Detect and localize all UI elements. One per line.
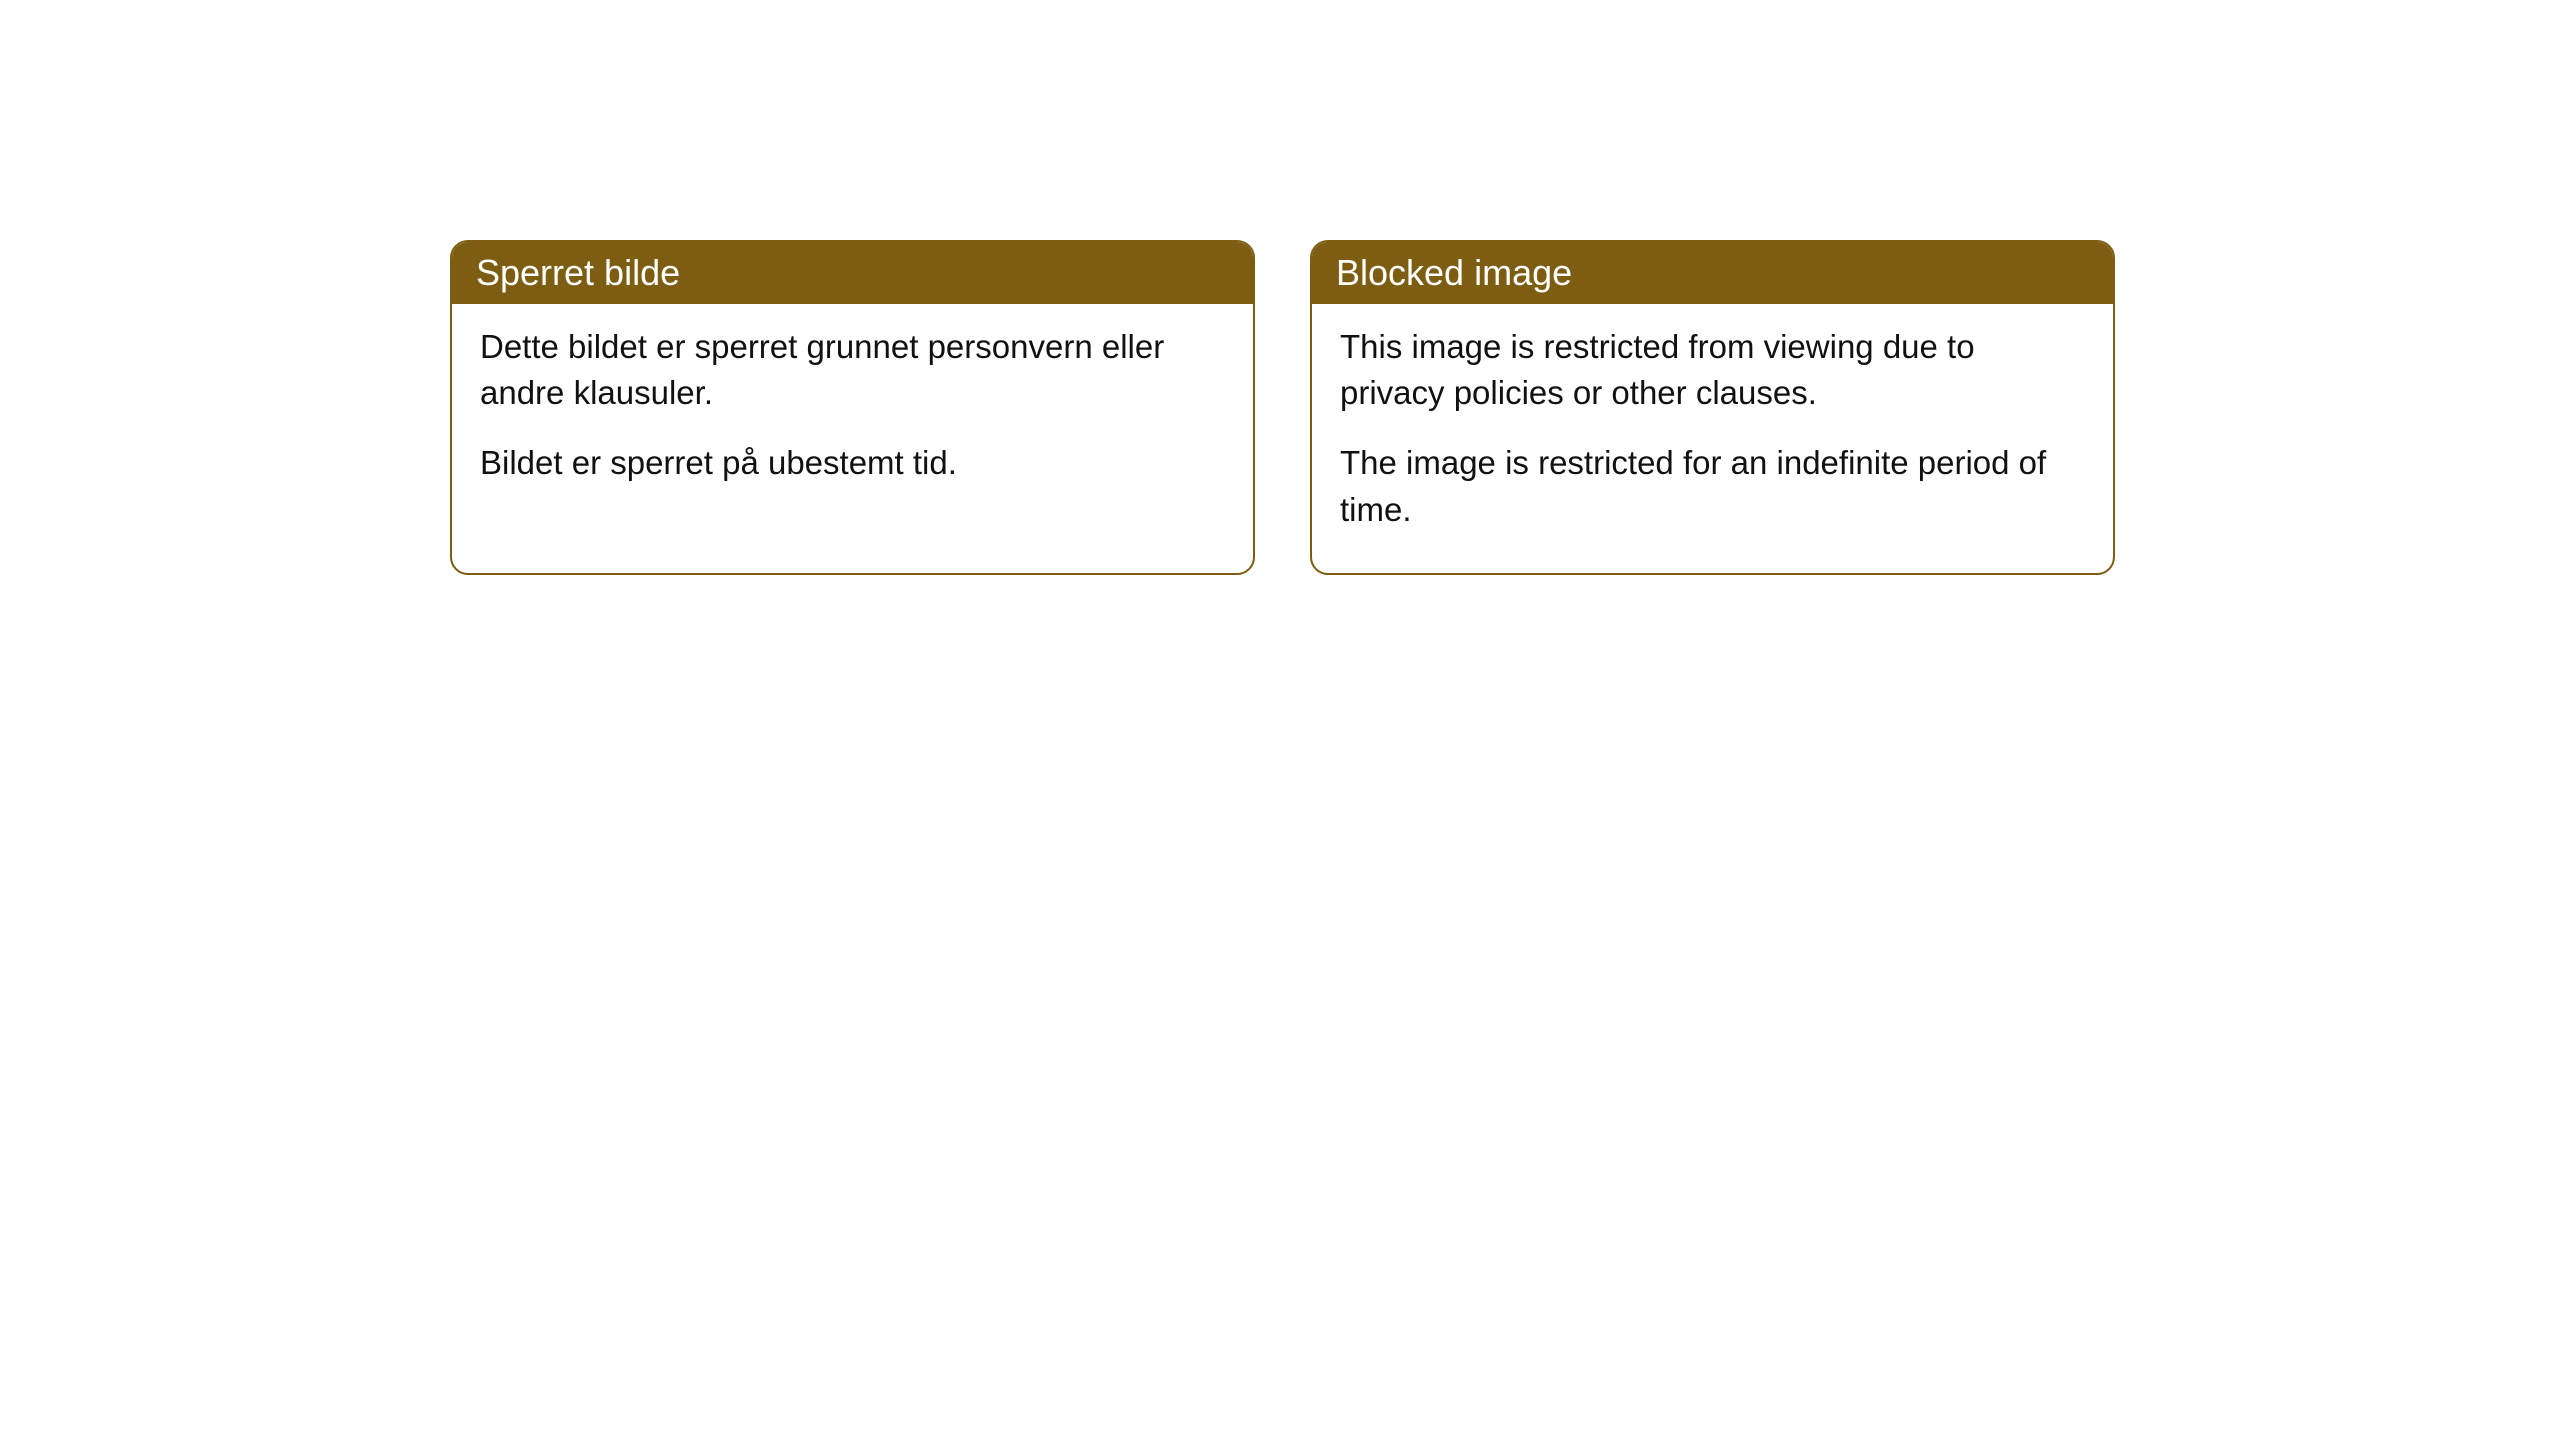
card-title: Sperret bilde <box>476 252 680 293</box>
card-paragraph: Dette bildet er sperret grunnet personve… <box>480 324 1225 416</box>
notice-card-norwegian: Sperret bilde Dette bildet er sperret gr… <box>450 240 1255 575</box>
notice-card-english: Blocked image This image is restricted f… <box>1310 240 2115 575</box>
card-paragraph: This image is restricted from viewing du… <box>1340 324 2085 416</box>
card-body: Dette bildet er sperret grunnet personve… <box>452 304 1253 527</box>
card-header: Blocked image <box>1312 242 2113 304</box>
card-body: This image is restricted from viewing du… <box>1312 304 2113 573</box>
card-paragraph: The image is restricted for an indefinit… <box>1340 440 2085 532</box>
card-paragraph: Bildet er sperret på ubestemt tid. <box>480 440 1225 486</box>
card-title: Blocked image <box>1336 252 1572 293</box>
notice-cards-container: Sperret bilde Dette bildet er sperret gr… <box>450 240 2560 575</box>
card-header: Sperret bilde <box>452 242 1253 304</box>
